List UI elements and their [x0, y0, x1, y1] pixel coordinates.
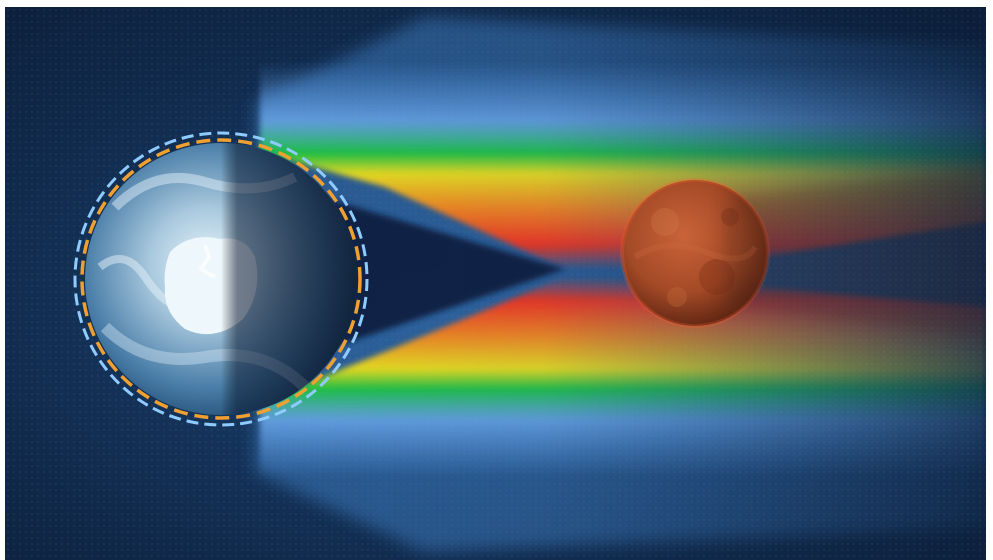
eclipse-scene — [5, 7, 986, 560]
earth — [85, 143, 357, 415]
lower-refracted-band — [260, 277, 986, 477]
umbra-wedge — [305, 192, 565, 357]
atmosphere-ring-inner — [80, 138, 362, 420]
atmosphere-ring-outer — [73, 131, 369, 427]
